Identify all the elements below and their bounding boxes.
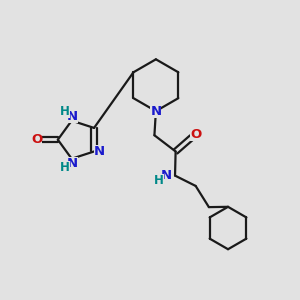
Text: H: H [60,161,70,174]
Text: N: N [94,145,105,158]
Text: N: N [67,110,78,123]
Text: O: O [190,128,201,141]
Text: N: N [150,105,161,118]
Text: H: H [60,105,70,118]
Text: O: O [31,133,42,146]
Text: H: H [154,174,164,188]
Text: N: N [67,157,78,170]
Text: N: N [161,169,172,182]
